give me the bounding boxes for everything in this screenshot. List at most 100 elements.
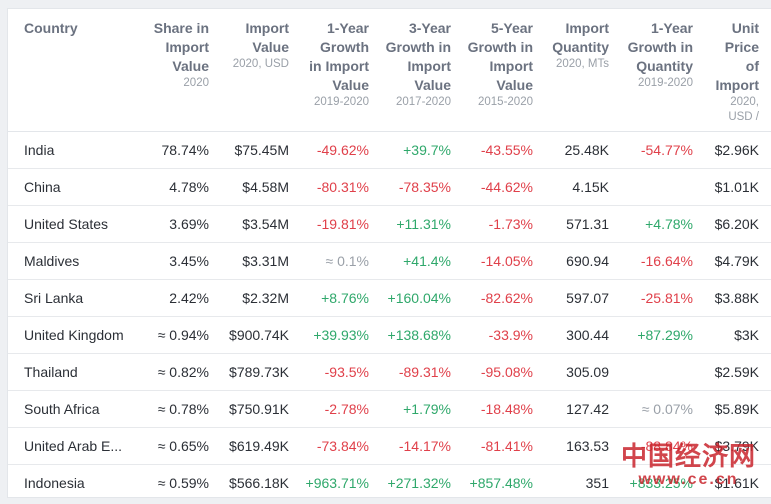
import-quantity-cell: 300.44 xyxy=(541,316,617,354)
import-value-cell: $789.73K xyxy=(217,353,297,391)
column-header-import-value[interactable]: Import Value 2020, USD xyxy=(217,9,297,132)
growth-1yr-quantity-cell: -54.77% xyxy=(617,131,701,169)
country-cell[interactable]: United Arab E... xyxy=(8,427,143,465)
column-header-5yr-growth-value[interactable]: 5-Year Growth in Import Value 2015-2020 xyxy=(459,9,541,132)
growth-1yr-value-cell: -73.84% xyxy=(297,427,377,465)
import-quantity-cell: 571.31 xyxy=(541,205,617,243)
country-cell[interactable]: South Africa xyxy=(8,390,143,428)
country-cell[interactable]: Sri Lanka xyxy=(8,279,143,317)
growth-1yr-value-cell: -2.78% xyxy=(297,390,377,428)
import-quantity-cell: 597.07 xyxy=(541,279,617,317)
growth-1yr-quantity-cell: -88.84% xyxy=(617,427,701,465)
unit-price-cell: $5.89K xyxy=(701,390,767,428)
growth-1yr-value-cell: ≈ 0.1% xyxy=(297,242,377,280)
growth-1yr-quantity-cell: -25.81% xyxy=(617,279,701,317)
import-value-cell: $2.32M xyxy=(217,279,297,317)
growth-1yr-value-cell: +963.71% xyxy=(297,464,377,497)
table-row[interactable]: China 4.78% $4.58M -80.31% -78.35% -44.62% 4.1… xyxy=(8,168,771,206)
unit-price-cell: $1.61K xyxy=(701,464,767,497)
growth-1yr-value-cell: +39.93% xyxy=(297,316,377,354)
column-header-3yr-growth-value[interactable]: 3-Year Growth in Import Value 2017-2020 xyxy=(377,9,459,132)
table-row[interactable]: Thailand ≈ 0.82% $789.73K -93.5% -89.31% -95.… xyxy=(8,353,771,391)
share-cell: 78.74% xyxy=(143,131,217,169)
table-row[interactable]: Maldives 3.45% $3.31M ≈ 0.1% +41.4% -14.05% 69… xyxy=(8,242,771,280)
column-header-cutoff xyxy=(767,9,771,132)
ce-cn-watermark: 中国经济网 www.ce.cn xyxy=(621,443,756,489)
country-cell[interactable]: Maldives xyxy=(8,242,143,280)
country-cell[interactable]: Thailand xyxy=(8,353,143,391)
growth-5yr-value-cell: -43.55% xyxy=(459,131,541,169)
growth-1yr-quantity-cell: -16.64% xyxy=(617,242,701,280)
growth-1yr-value-cell: -19.81% xyxy=(297,205,377,243)
share-cell: 3.69% xyxy=(143,205,217,243)
unit-price-cell: $3K xyxy=(701,316,767,354)
growth-5yr-value-cell: -14.05% xyxy=(459,242,541,280)
table-row[interactable]: Indonesia ≈ 0.59% $566.18K +963.71% +271.32%… xyxy=(8,464,771,497)
unit-price-cell: $1.01K xyxy=(701,168,767,206)
unit-price-cell: $2.96K xyxy=(701,131,767,169)
cutoff-cell xyxy=(767,131,771,169)
growth-1yr-value-cell: -80.31% xyxy=(297,168,377,206)
cutoff-cell xyxy=(767,205,771,243)
import-value-cell: $619.49K xyxy=(217,427,297,465)
growth-3yr-value-cell: +138.68% xyxy=(377,316,459,354)
growth-1yr-quantity-cell: +833.25% xyxy=(617,464,701,497)
share-cell: ≈ 0.59% xyxy=(143,464,217,497)
cutoff-cell xyxy=(767,279,771,317)
import-quantity-cell: 25.48K xyxy=(541,131,617,169)
watermark-chinese-logo: 中国经济网 xyxy=(620,442,756,472)
country-cell[interactable]: United Kingdom xyxy=(8,316,143,354)
growth-1yr-value-cell: +8.76% xyxy=(297,279,377,317)
growth-1yr-value-cell: -93.5% xyxy=(297,353,377,391)
cutoff-cell xyxy=(767,464,771,497)
growth-5yr-value-cell: -18.48% xyxy=(459,390,541,428)
table-row[interactable]: United States 3.69% $3.54M -19.81% +11.31% -1… xyxy=(8,205,771,243)
import-value-cell: $75.45M xyxy=(217,131,297,169)
import-quantity-cell: 127.42 xyxy=(541,390,617,428)
column-header-country[interactable]: Country xyxy=(8,9,143,132)
growth-3yr-value-cell: +271.32% xyxy=(377,464,459,497)
unit-price-cell: $4.79K xyxy=(701,242,767,280)
country-cell[interactable]: Indonesia xyxy=(8,464,143,497)
growth-3yr-value-cell: +1.79% xyxy=(377,390,459,428)
import-quantity-cell: 163.53 xyxy=(541,427,617,465)
growth-5yr-value-cell: -33.9% xyxy=(459,316,541,354)
growth-5yr-value-cell: +857.48% xyxy=(459,464,541,497)
cutoff-cell xyxy=(767,168,771,206)
country-cell[interactable]: India xyxy=(8,131,143,169)
share-cell: ≈ 0.65% xyxy=(143,427,217,465)
growth-3yr-value-cell: -14.17% xyxy=(377,427,459,465)
table-row[interactable]: South Africa ≈ 0.78% $750.91K -2.78% +1.79% -… xyxy=(8,390,771,428)
unit-price-cell: $6.20K xyxy=(701,205,767,243)
import-value-cell: $4.58M xyxy=(217,168,297,206)
column-header-1yr-growth-quantity[interactable]: 1-Year Growth in Quantity 2019-2020 xyxy=(617,9,701,132)
import-value-cell: $900.74K xyxy=(217,316,297,354)
share-cell: 4.78% xyxy=(143,168,217,206)
share-cell: ≈ 0.78% xyxy=(143,390,217,428)
column-header-import-quantity[interactable]: Import Quantity 2020, MTs xyxy=(541,9,617,132)
growth-5yr-value-cell: -82.62% xyxy=(459,279,541,317)
country-cell[interactable]: United States xyxy=(8,205,143,243)
table-row[interactable]: United Kingdom ≈ 0.94% $900.74K +39.93% +138… xyxy=(8,316,771,354)
unit-price-cell: $3.79K xyxy=(701,427,767,465)
share-cell: ≈ 0.94% xyxy=(143,316,217,354)
import-quantity-cell: 351 xyxy=(541,464,617,497)
table-row[interactable]: Sri Lanka 2.42% $2.32M +8.76% +160.04% -82.62… xyxy=(8,279,771,317)
growth-3yr-value-cell: +41.4% xyxy=(377,242,459,280)
growth-1yr-value-cell: -49.62% xyxy=(297,131,377,169)
unit-price-cell: $3.88K xyxy=(701,279,767,317)
country-cell[interactable]: China xyxy=(8,168,143,206)
table-row[interactable]: United Arab E... ≈ 0.65% $619.49K -73.84% -1… xyxy=(8,427,771,465)
growth-1yr-quantity-cell xyxy=(617,168,701,206)
share-cell: 2.42% xyxy=(143,279,217,317)
column-header-1yr-growth-value[interactable]: 1-Year Growth in Import Value 2019-2020 xyxy=(297,9,377,132)
table-row[interactable]: India 78.74% $75.45M -49.62% +39.7% -43.55% 25… xyxy=(8,131,771,169)
share-cell: 3.45% xyxy=(143,242,217,280)
unit-price-cell: $2.59K xyxy=(701,353,767,391)
import-partners-table: Country Share in Import Value 2020 Import… xyxy=(8,9,771,497)
cutoff-cell xyxy=(767,353,771,391)
column-header-unit-price[interactable]: Unit Price of Import 2020, USD / xyxy=(701,9,767,132)
cutoff-cell xyxy=(767,390,771,428)
import-quantity-cell: 4.15K xyxy=(541,168,617,206)
column-header-share[interactable]: Share in Import Value 2020 xyxy=(143,9,217,132)
